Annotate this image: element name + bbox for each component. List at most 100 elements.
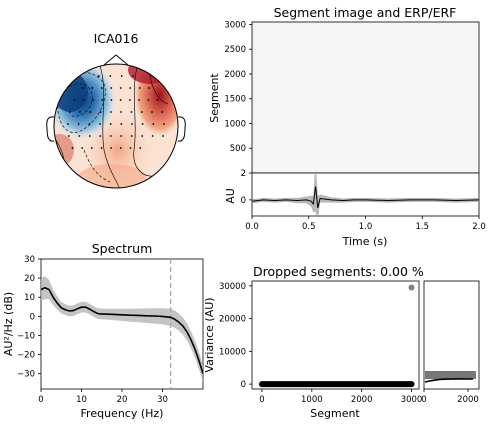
sensor-dot bbox=[140, 111, 143, 113]
segment-ytick-label: 1000 bbox=[224, 119, 246, 129]
sensor-dot bbox=[131, 123, 133, 125]
variance-ylabel: Variance (AU) bbox=[203, 297, 216, 372]
sensor-dot bbox=[100, 87, 103, 89]
spectrum-xlabel: Frequency (Hz) bbox=[81, 407, 164, 420]
histogram-density bbox=[424, 378, 474, 383]
segment-ytick-label: 3000 bbox=[224, 20, 246, 30]
spectrum-ytick-label: 30 bbox=[24, 255, 35, 265]
erp-xtick-label: 2.0 bbox=[472, 222, 486, 232]
spectrum-panel: Spectrum 0 10 20 30 30 20 10 0 −10 −20 −30 Frequen… bbox=[2, 241, 204, 420]
sensor-dot bbox=[119, 99, 122, 101]
segment-image-title: Segment image and ERP/ERF bbox=[274, 5, 457, 20]
sensor-dot bbox=[101, 99, 103, 101]
sensor-dot bbox=[109, 75, 112, 77]
sensor-dot bbox=[139, 147, 142, 149]
variance-xtick-label: 3000 bbox=[401, 395, 423, 405]
sensor-dot bbox=[119, 147, 122, 149]
sensor-dot bbox=[152, 123, 155, 125]
sensor-dot bbox=[90, 147, 93, 149]
sensor-dot bbox=[67, 123, 69, 125]
segment-ytick-label: 2000 bbox=[224, 70, 246, 80]
spectrum-ytick-label: −20 bbox=[17, 351, 35, 361]
spectrum-xtick-label: 30 bbox=[157, 395, 168, 405]
sensor-dot bbox=[129, 147, 132, 149]
spectrum-xtick-label: 0 bbox=[38, 395, 43, 405]
sensor-dot bbox=[68, 135, 70, 137]
sensor-dot bbox=[163, 123, 165, 125]
sensor-dot bbox=[148, 87, 151, 89]
sensor-dot bbox=[130, 135, 133, 137]
erp-axes-ticks: 0.0 0.5 1.0 1.5 2.0 0 2 bbox=[241, 169, 486, 232]
sensor-dot bbox=[110, 99, 113, 101]
variance-marks bbox=[258, 284, 415, 388]
sensor-dot bbox=[99, 135, 102, 137]
variance-title: Dropped segments: 0.00 % bbox=[253, 264, 424, 279]
histogram-bar bbox=[425, 371, 476, 379]
sensor-dot bbox=[88, 123, 91, 125]
segment-ytick-label: 500 bbox=[230, 144, 246, 154]
sensor-dot bbox=[138, 99, 141, 101]
spectrum-band bbox=[41, 276, 203, 383]
spectrum-xtick-label: 10 bbox=[76, 395, 87, 405]
histogram-xtick-label: 0 bbox=[421, 395, 426, 405]
variance-xlabel: Segment bbox=[310, 407, 360, 420]
nose-outline bbox=[103, 54, 129, 66]
sensor-dot bbox=[120, 75, 123, 77]
sensor-dot bbox=[110, 87, 113, 89]
spectrum-title: Spectrum bbox=[92, 241, 153, 256]
spectrum-xtick-label: 20 bbox=[117, 395, 128, 405]
erp-axes bbox=[251, 172, 480, 217]
erp-line bbox=[252, 186, 479, 209]
sensor-dot bbox=[120, 123, 123, 125]
sensor-dot bbox=[130, 111, 133, 113]
spectrum-ytick-label: −30 bbox=[17, 370, 35, 380]
spectrum-ytick-label: 20 bbox=[24, 274, 35, 284]
sensor-dot bbox=[82, 87, 84, 89]
histogram-axes-ticks: 0 2000 bbox=[421, 389, 479, 405]
histogram-xtick-label: 2000 bbox=[457, 395, 479, 405]
sensor-dot bbox=[141, 123, 144, 125]
variance-xtick-label: 2000 bbox=[351, 395, 373, 405]
sensor-dot bbox=[120, 135, 123, 137]
segment-ytick-label: 1500 bbox=[224, 95, 246, 105]
topomap-title: ICA016 bbox=[94, 31, 139, 46]
variance-xtick-label: 0 bbox=[259, 395, 264, 405]
sensor-dot bbox=[156, 99, 159, 101]
sensor-dot bbox=[109, 135, 112, 137]
variance-outlier-point bbox=[408, 284, 415, 291]
sensor-dot bbox=[161, 111, 164, 113]
sensor-dot bbox=[81, 147, 84, 149]
sensor-dots bbox=[67, 75, 165, 149]
erp-panel: 0.0 0.5 1.0 1.5 2.0 0 2 Time (s) AU bbox=[224, 169, 486, 248]
erp-ytick-label: 0 bbox=[241, 196, 246, 206]
segment-image-panel: Segment image and ERP/ERF 500 1000 1500 200… bbox=[208, 5, 480, 174]
segment-image-area bbox=[251, 21, 480, 174]
sensor-dot bbox=[99, 123, 101, 125]
erp-xlabel: Time (s) bbox=[342, 235, 388, 248]
sensor-dot bbox=[71, 147, 74, 149]
sensor-dot bbox=[151, 111, 153, 113]
sensor-dot bbox=[119, 87, 122, 89]
topomap-field bbox=[54, 64, 178, 188]
sensor-dot bbox=[97, 75, 100, 77]
topomap-panel: ICA016 bbox=[46, 31, 186, 189]
sensor-dot bbox=[77, 123, 80, 125]
sensor-dot bbox=[92, 99, 94, 101]
sensor-dot bbox=[132, 75, 135, 77]
spectrum-ylabel: AU²/Hz (dB) bbox=[2, 292, 15, 356]
sensor-dot bbox=[147, 99, 150, 101]
sensor-dot bbox=[68, 111, 71, 113]
sensor-dot bbox=[141, 135, 144, 137]
erp-ytick-label: 2 bbox=[241, 169, 246, 179]
sensor-dot bbox=[91, 87, 94, 89]
erp-ylabel: AU bbox=[224, 188, 237, 204]
spectrum-line bbox=[41, 286, 203, 374]
sensor-dot bbox=[110, 147, 113, 149]
sensor-dot bbox=[79, 111, 81, 113]
variance-panel: Dropped segments: 0.00 % 0 1000 2000 300001… bbox=[203, 264, 424, 420]
sensor-dot bbox=[120, 111, 122, 113]
variance-xtick-label: 1000 bbox=[301, 395, 323, 405]
left-ear-outline bbox=[46, 116, 55, 142]
